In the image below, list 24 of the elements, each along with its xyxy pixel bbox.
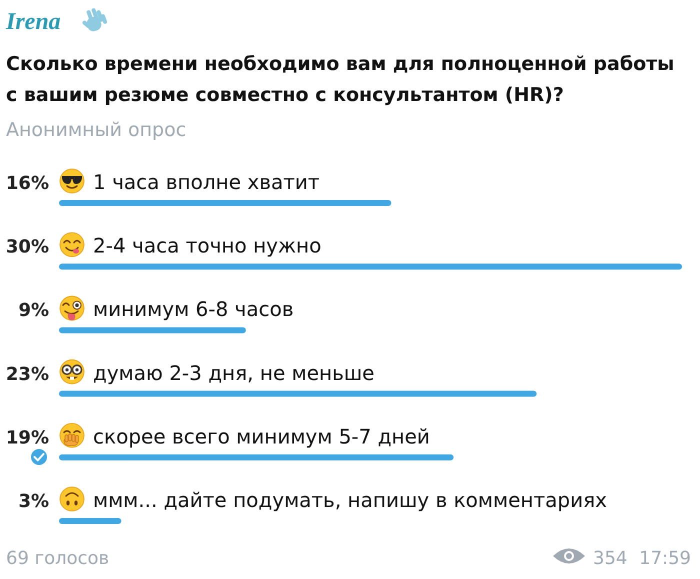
bar: [59, 264, 682, 270]
text: 17:59: [639, 548, 691, 569]
bar: [59, 390, 537, 397]
data-label: 23%: [6, 364, 49, 385]
data-label: 16%: [6, 173, 49, 194]
bar: [59, 200, 392, 206]
bar: [59, 327, 246, 334]
chart-subtitle: Анонимный опрос: [6, 119, 186, 141]
data-label: 19%: [6, 427, 49, 448]
text: 354: [593, 548, 628, 569]
bar: [59, 518, 122, 524]
text: Irena: [5, 9, 61, 35]
data-label: 3%: [18, 491, 49, 512]
y-tick-label: 1 часа вполне хватит: [93, 170, 320, 194]
chart-title: Сколько времени необходимо вам для полноценной работы с вашим резюме совместно с консультантом (HR)?: [6, 53, 674, 106]
y-tick-label: ммм... дайте подумать, напишу в комментариях: [93, 488, 608, 512]
y-tick-label: думаю 2-3 дня, не меньше: [93, 360, 374, 385]
data-label: 30%: [6, 236, 49, 258]
y-tick-label: 2-4 часа точно нужно: [93, 234, 322, 258]
y-tick-label: минимум 6-8 часов: [93, 297, 294, 322]
text: 69 голосов: [6, 548, 110, 569]
bar: [59, 454, 454, 460]
y-tick-label: скорее всего минимум 5-7 дней: [93, 424, 430, 448]
data-label: 9%: [18, 300, 49, 322]
